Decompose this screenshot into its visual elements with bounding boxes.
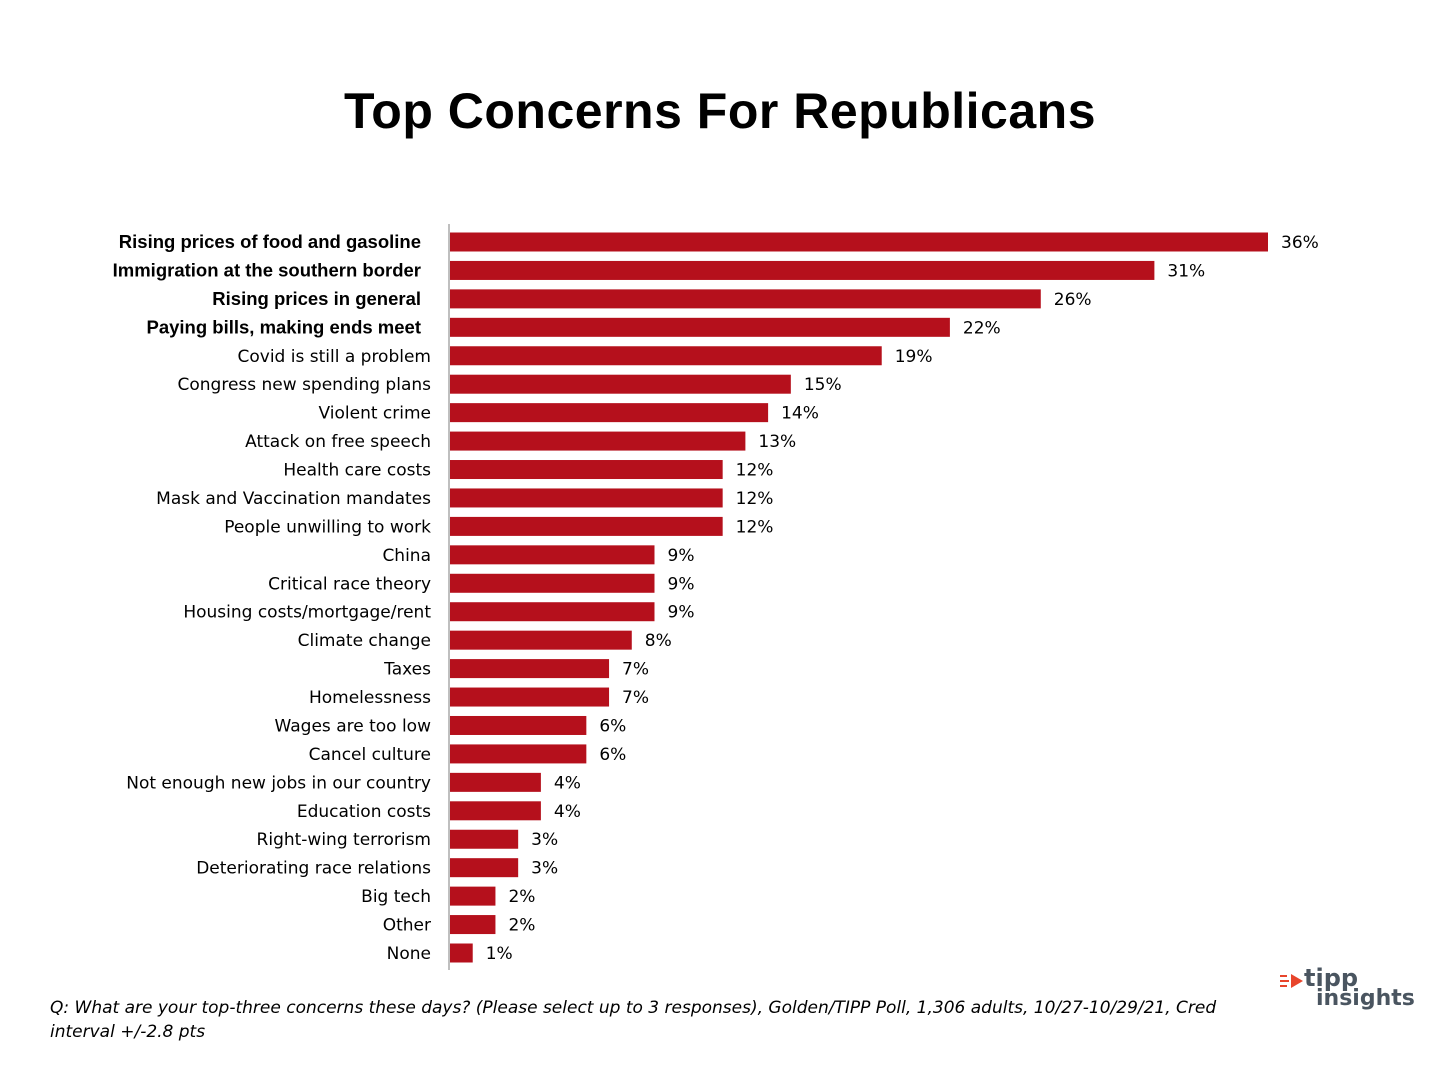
category-label: None (387, 944, 431, 964)
value-label: 26% (1054, 290, 1092, 310)
category-label: Critical race theory (268, 574, 431, 594)
category-label: Covid is still a problem (238, 347, 432, 367)
value-label: 31% (1167, 261, 1205, 281)
bar (450, 801, 541, 821)
bar (450, 858, 519, 878)
bar (450, 403, 769, 423)
category-label: Immigration at the southern border (113, 259, 421, 280)
category-label: Wages are too low (275, 716, 432, 736)
category-label: China (382, 546, 431, 566)
category-label: Cancel culture (309, 745, 431, 765)
bar (450, 260, 1155, 280)
category-label: Taxes (383, 660, 431, 680)
tipp-insights-logo: tipp insights (1280, 964, 1420, 1016)
bar (450, 744, 587, 764)
bar (450, 346, 882, 366)
category-label: Housing costs/mortgage/rent (183, 603, 431, 623)
value-label: 22% (963, 318, 1001, 338)
bar (450, 886, 496, 906)
bar (450, 573, 655, 593)
chart-title: Top Concerns For Republicans (343, 83, 1097, 139)
category-label: Big tech (361, 887, 431, 907)
value-label: 7% (622, 660, 649, 680)
bar (450, 829, 519, 849)
category-label: Rising prices in general (212, 288, 421, 309)
value-label: 15% (804, 375, 842, 395)
logo-text-insights: insights (1316, 986, 1415, 1011)
value-label: 12% (736, 461, 774, 481)
value-label: 12% (736, 489, 774, 509)
value-label: 9% (668, 574, 695, 594)
bar-chart: Rising prices of food and gasoline 36% Imm… (113, 224, 1319, 970)
category-label: Homelessness (309, 688, 431, 708)
category-label: Mask and Vaccination mandates (156, 489, 431, 509)
value-label: 6% (599, 716, 626, 736)
bar (450, 602, 655, 622)
bar (450, 659, 610, 679)
value-label: 1% (486, 944, 513, 964)
value-label: 3% (531, 830, 558, 850)
value-label: 19% (895, 347, 933, 367)
category-label: Congress new spending plans (178, 375, 432, 395)
bar (450, 630, 632, 650)
category-label: Violent crime (319, 404, 431, 424)
bar (450, 317, 950, 337)
category-label: Not enough new jobs in our country (126, 773, 431, 793)
bar (450, 289, 1041, 309)
category-label: Rising prices of food and gasoline (119, 231, 421, 252)
category-label: Deteriorating race relations (196, 859, 431, 879)
value-label: 4% (554, 802, 581, 822)
value-label: 2% (508, 916, 535, 936)
value-label: 9% (668, 603, 695, 623)
value-label: 13% (758, 432, 796, 452)
category-label: Climate change (298, 631, 431, 651)
bar (450, 915, 496, 935)
bar (450, 772, 541, 792)
bar (450, 460, 723, 480)
bar (450, 943, 473, 963)
category-label: Right-wing terrorism (257, 830, 431, 850)
logo-arrow-icon (1280, 974, 1303, 988)
category-label: Other (383, 916, 431, 936)
bar (450, 545, 655, 565)
bar (450, 687, 610, 707)
category-label: Paying bills, making ends meet (146, 316, 421, 337)
bar (450, 374, 791, 394)
footnote: Q: What are your top-three concerns thes… (50, 998, 1217, 1042)
category-label: Education costs (297, 802, 431, 822)
bar (450, 516, 723, 536)
value-label: 8% (645, 631, 672, 651)
category-label: People unwilling to work (224, 517, 431, 537)
bar (450, 488, 723, 508)
value-label: 14% (781, 404, 819, 424)
bar (450, 715, 587, 735)
value-label: 12% (736, 517, 774, 537)
value-label: 4% (554, 773, 581, 793)
value-label: 7% (622, 688, 649, 708)
logo-text-tipp: tipp (1304, 964, 1359, 992)
value-label: 9% (668, 546, 695, 566)
value-label: 36% (1281, 233, 1319, 253)
bar (450, 232, 1268, 252)
value-label: 3% (531, 859, 558, 879)
value-label: 6% (599, 745, 626, 765)
category-label: Health care costs (283, 461, 431, 481)
bar (450, 431, 746, 451)
category-label: Attack on free speech (245, 432, 431, 452)
value-label: 2% (508, 887, 535, 907)
